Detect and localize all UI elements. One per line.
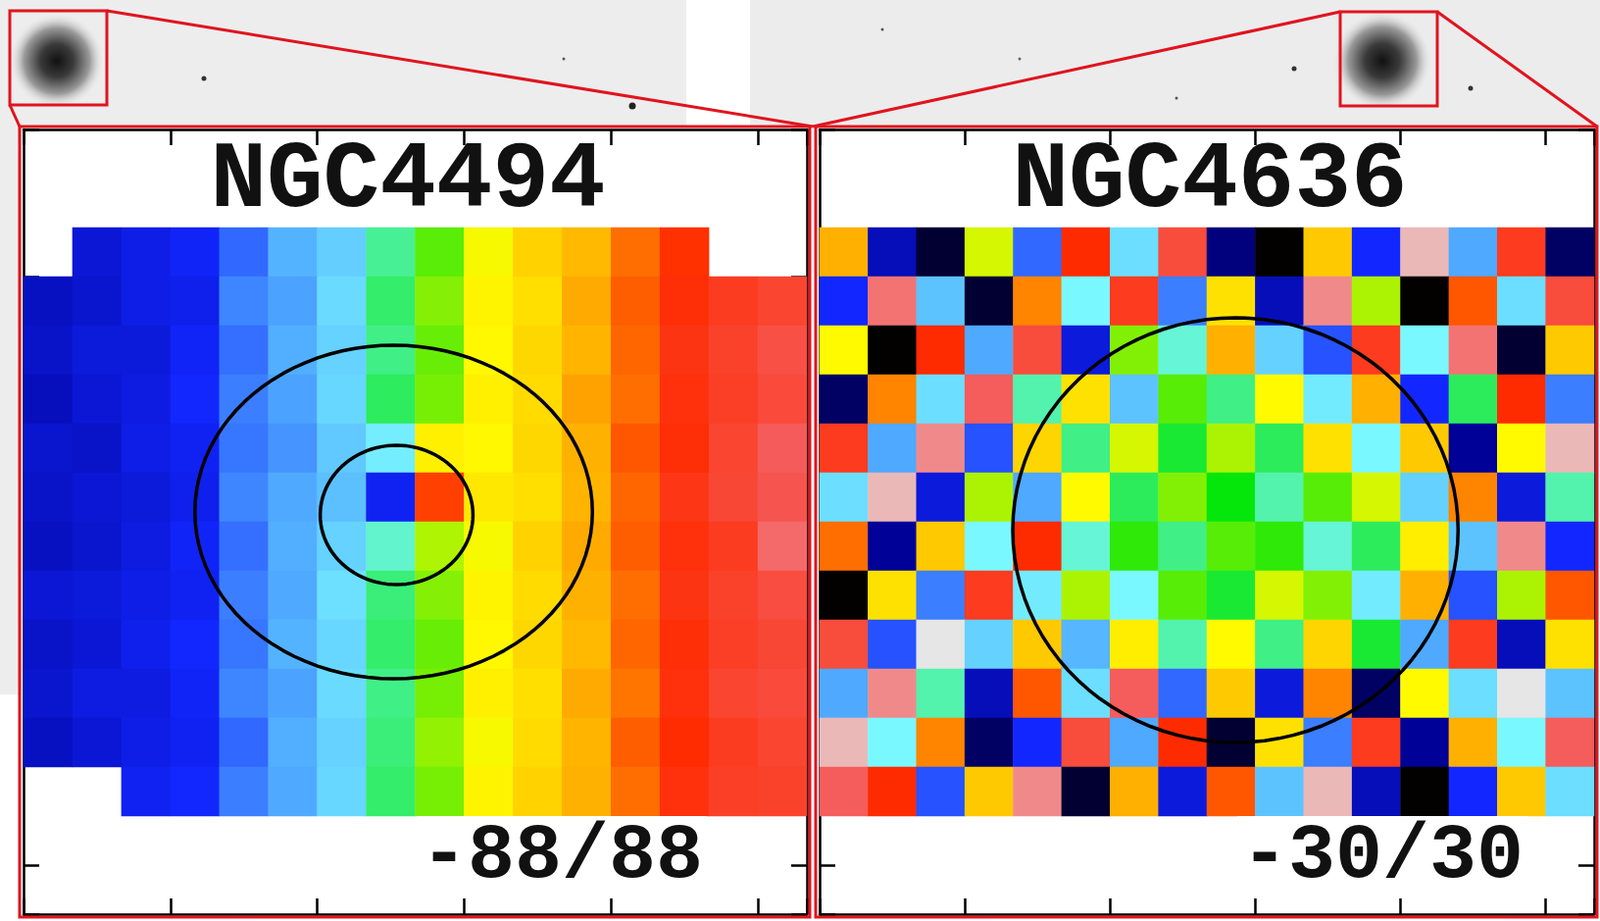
svg-text:NGC4494: NGC4494 xyxy=(209,127,605,235)
svg-text:-30/30: -30/30 xyxy=(1241,810,1524,900)
svg-text:-88/88: -88/88 xyxy=(420,810,703,900)
svg-text:NGC4636: NGC4636 xyxy=(1011,127,1407,235)
